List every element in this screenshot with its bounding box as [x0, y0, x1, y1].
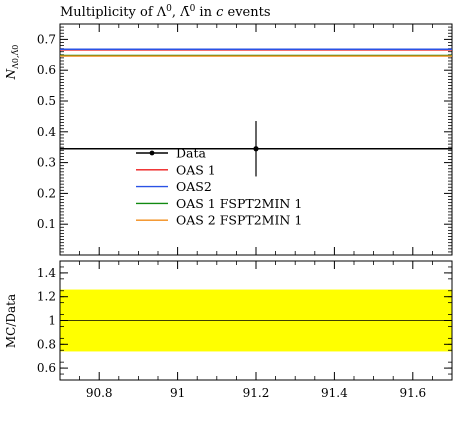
ratio-y-tick-label: 0.8 [37, 337, 56, 351]
legend-label: Data [176, 146, 206, 161]
title-lambda: Λ [156, 5, 167, 20]
legend-label: OAS 1 FSPT2MIN 1 [176, 196, 302, 211]
x-tick-label: 91.2 [243, 386, 270, 400]
ratio-ylabel: MC/Data [4, 294, 18, 348]
x-tick-label: 91.4 [321, 386, 348, 400]
ratio-y-tick-label: 0.6 [37, 361, 56, 375]
ratio-y-axis-label: MC/Data [4, 294, 18, 348]
y-tick-label: 0.6 [37, 63, 56, 77]
legend-label: OAS 1 [176, 162, 216, 177]
ratio-x-ticks: 90.8 91 91.2 91.4 91.6 [59, 261, 453, 400]
data-point-group [253, 121, 259, 177]
y-tick-label: 0.4 [37, 125, 56, 139]
main-x-ticks [59, 24, 453, 255]
title-prefix: Multiplicity of [60, 5, 157, 20]
data-point-marker [253, 146, 259, 152]
title-sup: 0 [190, 4, 196, 14]
title-lambda-bar: Λ̄ [179, 5, 190, 20]
legend-marker [149, 150, 155, 156]
svg-text:NΛ0,Λ̄0: NΛ0,Λ̄0 [4, 45, 20, 81]
ylabel-n: N [4, 68, 18, 80]
legend-label: OAS 2 FSPT2MIN 1 [176, 213, 302, 228]
x-tick-label: 91 [170, 386, 185, 400]
main-series [60, 48, 452, 150]
y-tick-label: 0.5 [37, 94, 56, 108]
ratio-y-tick-label: 1.2 [37, 290, 56, 304]
ratio-panel: 0.6 0.8 1 1.2 1.4 90.8 91 91.2 91.4 91.6 MC/Data [4, 260, 453, 400]
ratio-y-ticks: 0.6 0.8 1 1.2 1.4 [37, 266, 452, 375]
chart-title: Multiplicity of Λ0, Λ̄0 in c events [60, 4, 271, 20]
ratio-y-tick-label: 1.4 [37, 266, 56, 280]
legend-label: OAS2 [176, 179, 212, 194]
title-c: c [216, 5, 224, 20]
y-tick-label: 0.1 [37, 217, 56, 231]
y-axis-label: NΛ0,Λ̄0 [4, 45, 20, 81]
y-tick-label: 0.2 [37, 186, 56, 200]
x-tick-label: 91.6 [399, 386, 426, 400]
title-in: in [195, 5, 216, 20]
y-tick-label: 0.7 [37, 32, 56, 46]
y-tick-label: 0.3 [37, 156, 56, 170]
title-sup: 0 [166, 4, 172, 14]
ylabel-sub: Λ0,Λ̄0 [11, 45, 20, 70]
title-sep: , [172, 5, 180, 20]
x-tick-label: 90.8 [86, 386, 113, 400]
ratio-y-tick-label: 1 [48, 314, 56, 328]
title-events: events [223, 5, 270, 20]
